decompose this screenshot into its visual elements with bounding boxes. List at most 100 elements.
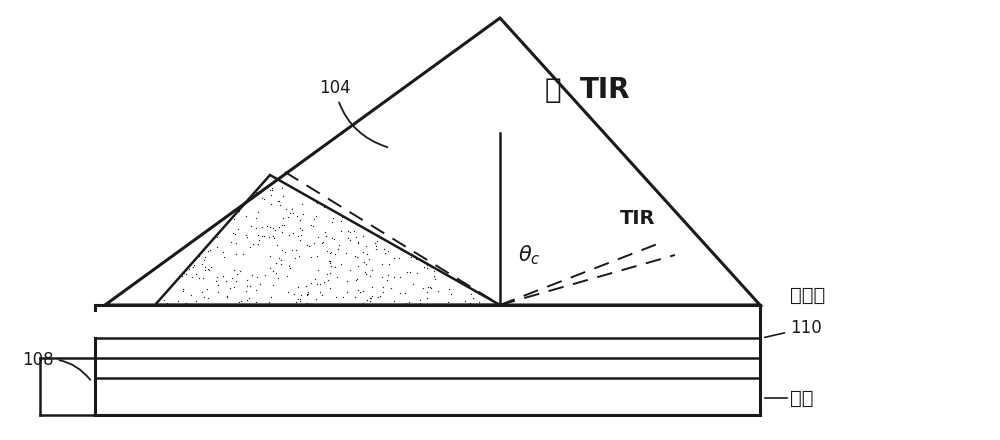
Text: 非: 非 — [545, 76, 570, 104]
Point — [308, 295, 324, 302]
Point — [264, 185, 280, 192]
Point — [235, 250, 251, 257]
Point — [197, 266, 213, 273]
Point — [178, 300, 194, 307]
Point — [364, 283, 380, 290]
Point — [209, 274, 225, 281]
Point — [349, 254, 365, 261]
Point — [264, 187, 280, 194]
Point — [309, 280, 325, 287]
Point — [275, 192, 291, 199]
Point — [288, 298, 304, 305]
Point — [419, 295, 435, 302]
Point — [395, 301, 411, 308]
Point — [275, 214, 291, 221]
Point — [228, 277, 244, 284]
Point — [254, 232, 270, 239]
Point — [422, 284, 438, 291]
Text: 血液: 血液 — [790, 389, 814, 407]
Point — [300, 291, 316, 298]
Point — [268, 260, 284, 267]
Point — [347, 293, 363, 301]
Point — [335, 293, 351, 300]
Point — [323, 248, 339, 255]
Point — [319, 247, 335, 254]
Point — [339, 278, 355, 285]
Point — [308, 198, 324, 205]
Point — [430, 287, 446, 294]
Point — [209, 234, 225, 241]
Point — [348, 234, 364, 241]
Point — [375, 288, 391, 295]
Point — [200, 247, 216, 254]
Point — [289, 213, 305, 220]
Point — [375, 284, 391, 291]
Point — [301, 243, 317, 250]
Point — [386, 255, 402, 262]
Point — [292, 216, 308, 224]
Point — [216, 253, 232, 260]
Point — [170, 298, 186, 305]
Point — [363, 294, 379, 301]
Point — [268, 269, 284, 276]
Point — [327, 250, 343, 257]
Point — [197, 264, 213, 271]
Point — [316, 279, 332, 286]
Point — [377, 249, 393, 257]
Point — [281, 262, 297, 269]
Point — [263, 200, 279, 207]
Point — [244, 271, 260, 278]
Point — [279, 273, 295, 280]
Point — [357, 301, 373, 308]
Point — [270, 275, 286, 282]
Point — [245, 241, 261, 248]
Point — [340, 227, 356, 234]
Point — [265, 268, 281, 275]
Point — [226, 216, 242, 223]
Point — [200, 294, 216, 301]
Point — [350, 263, 366, 270]
Point — [181, 265, 197, 272]
Text: 边界层: 边界层 — [790, 286, 825, 304]
Point — [314, 291, 330, 298]
Point — [379, 277, 395, 284]
Point — [457, 298, 473, 305]
Point — [257, 271, 273, 278]
Point — [362, 297, 378, 304]
Point — [265, 232, 281, 239]
Point — [238, 287, 254, 294]
Point — [369, 238, 385, 245]
Point — [184, 273, 200, 280]
Point — [262, 223, 278, 230]
Point — [159, 299, 175, 306]
Point — [286, 291, 302, 298]
Point — [262, 264, 278, 271]
Point — [288, 247, 304, 254]
Point — [397, 290, 413, 297]
Point — [290, 233, 306, 240]
Point — [347, 252, 363, 259]
Point — [398, 300, 414, 307]
Point — [229, 271, 245, 278]
Point — [355, 248, 371, 255]
Point — [191, 253, 207, 260]
Point — [423, 285, 439, 292]
Point — [312, 288, 328, 295]
Point — [300, 288, 316, 295]
Point — [391, 254, 407, 261]
Point — [403, 253, 419, 260]
Point — [350, 286, 366, 293]
Point — [350, 239, 366, 246]
Point — [327, 264, 343, 271]
Point — [239, 234, 255, 241]
Text: TIR: TIR — [620, 209, 656, 227]
Point — [256, 196, 272, 203]
Point — [374, 274, 390, 281]
Point — [342, 228, 358, 235]
Point — [370, 294, 386, 301]
Point — [426, 268, 442, 275]
Point — [276, 221, 292, 228]
Point — [298, 282, 314, 290]
Point — [285, 210, 301, 217]
Point — [210, 288, 226, 295]
